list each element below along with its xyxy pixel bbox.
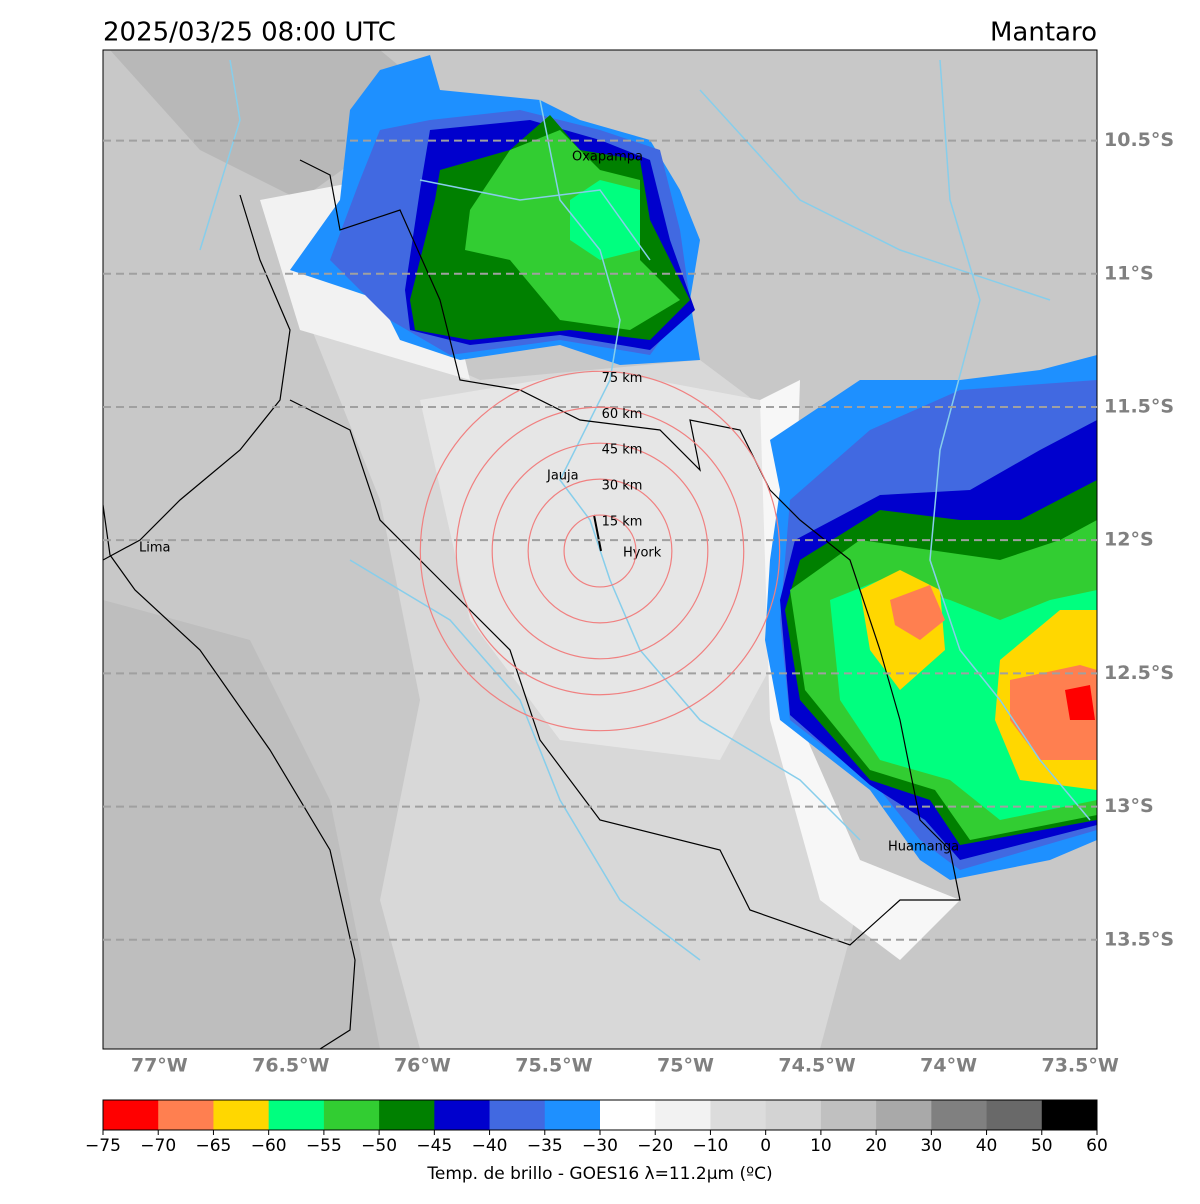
colorbar-segment [544, 1100, 601, 1130]
colorbar-tick-label: 60 [1086, 1136, 1108, 1156]
range-ring [527, 478, 673, 624]
imagery [103, 50, 1097, 1049]
colorbar-segment [489, 1100, 546, 1130]
colorbar-tick-label: −50 [361, 1136, 397, 1156]
colorbar-tick-label: −35 [527, 1136, 563, 1156]
colorbar-segment [1041, 1100, 1098, 1130]
lon-label: 75.5°W [515, 1055, 592, 1077]
lon-label: 76°W [394, 1055, 451, 1077]
colorbar-tick-label: 40 [976, 1136, 998, 1156]
colorbar-label: Temp. de brillo - GOES16 λ=11.2μm (ºC) [426, 1164, 772, 1184]
cities: Oxapampa Jauja Hyork Lima Huamanga [139, 150, 959, 855]
colorbar-segment [876, 1100, 932, 1130]
colorbar-segment [434, 1100, 491, 1130]
colorbar-segment [986, 1100, 1043, 1130]
colorbar-tick-label: 10 [810, 1136, 832, 1156]
lat-label: 10.5°S [1104, 129, 1174, 151]
colorbar-tick-label: 50 [1031, 1136, 1053, 1156]
ring-label: 15 km [602, 515, 643, 530]
ring-label: 30 km [602, 479, 643, 494]
lat-label: 11.5°S [1104, 395, 1174, 417]
colorbar-tick-label: 0 [760, 1136, 771, 1156]
lon-label: 74°W [920, 1055, 977, 1077]
rivers [199, 59, 1091, 961]
ring-label: 75 km [602, 371, 643, 386]
colorbar-segment [103, 1100, 159, 1130]
colorbar-segment [931, 1100, 988, 1130]
colorbar-tick-label: −65 [195, 1136, 231, 1156]
cloud [1065, 685, 1095, 720]
colorbar-segment [600, 1100, 656, 1130]
lon-label: 74.5°W [778, 1055, 855, 1077]
colorbar-tick-label: −10 [692, 1136, 728, 1156]
range-ring [491, 442, 709, 660]
dark-area [110, 50, 440, 200]
colorbar-segment [213, 1100, 270, 1130]
range-ring [455, 406, 745, 696]
colorbar-tick-label: −45 [416, 1136, 452, 1156]
lat-label: 11°S [1104, 262, 1154, 284]
city-label: Huamanga [888, 840, 959, 855]
lat-label: 12.5°S [1104, 662, 1174, 684]
city-label: Oxapampa [572, 150, 643, 165]
colorbar-segment [655, 1100, 711, 1130]
colorbar-tick-label: −60 [251, 1136, 287, 1156]
colorbar-tick-label: −40 [472, 1136, 508, 1156]
colorbar-segment [268, 1100, 325, 1130]
colorbar-segment [379, 1100, 435, 1130]
colorbar-segment [765, 1100, 822, 1130]
colorbar-segment [820, 1100, 877, 1130]
lat-label: 12°S [1104, 529, 1154, 551]
colorbar-tick-label: 20 [865, 1136, 887, 1156]
colorbar-segment [158, 1100, 214, 1130]
colorbar-tick-label: −55 [306, 1136, 342, 1156]
colorbar-tick-label: −70 [140, 1136, 176, 1156]
title: 2025/03/25 08:00 UTC [103, 18, 396, 48]
city-label: Hyork [623, 546, 662, 561]
borders [103, 159, 961, 1049]
city-label: Jauja [546, 469, 579, 484]
colorbar-tick-label: 30 [921, 1136, 943, 1156]
white-area [760, 380, 960, 960]
ring-label: 45 km [602, 443, 643, 458]
colorbar-tick-label: −20 [637, 1136, 673, 1156]
region: Mantaro [990, 18, 1097, 48]
colorbar-segment [710, 1100, 767, 1130]
range-ring [563, 514, 637, 588]
lon-label: 75°W [657, 1055, 714, 1077]
colorbar-tick-label: −75 [85, 1136, 121, 1156]
cloud [570, 180, 640, 260]
lat-label: 13.5°S [1104, 928, 1174, 950]
lon-label: 73.5°W [1041, 1055, 1118, 1077]
lon-label: 76.5°W [252, 1055, 329, 1077]
map-frame [102, 49, 1098, 1050]
ring-label: 60 km [602, 407, 643, 422]
coast-area [103, 600, 380, 1049]
lat-label: 13°S [1104, 795, 1154, 817]
range-ring [419, 370, 781, 732]
site-marker [593, 514, 602, 552]
lon-label: 77°W [131, 1055, 188, 1077]
city-label: Lima [139, 541, 170, 556]
cloud [890, 585, 945, 640]
colorbar-segment [323, 1100, 380, 1130]
colorbar-tick-label: −30 [582, 1136, 618, 1156]
